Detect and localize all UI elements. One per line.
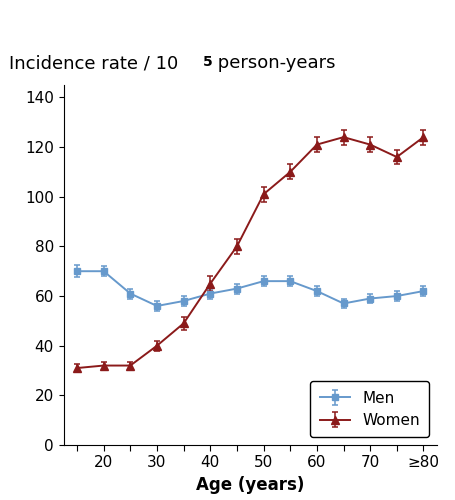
X-axis label: Age (years): Age (years) — [196, 476, 304, 494]
Text: 5: 5 — [202, 54, 212, 68]
Text: Incidence rate / 10: Incidence rate / 10 — [9, 54, 178, 72]
Text: person-years: person-years — [212, 54, 335, 72]
Legend: Men, Women: Men, Women — [310, 382, 429, 438]
